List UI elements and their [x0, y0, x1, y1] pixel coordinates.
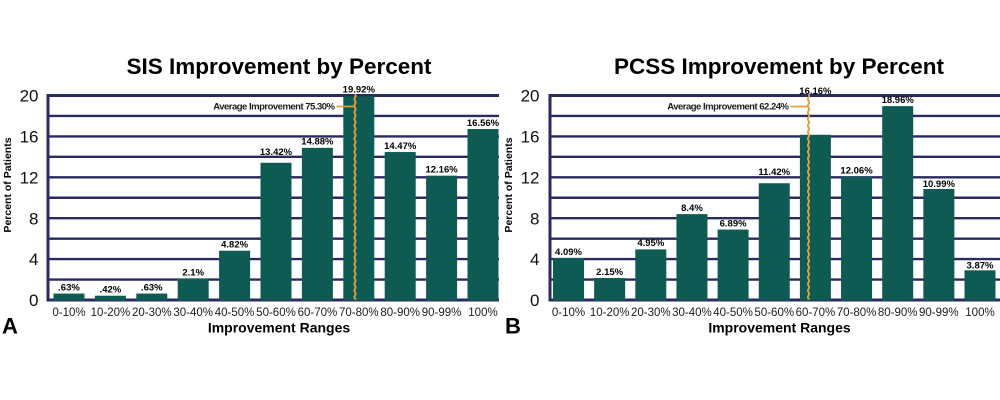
svg-text:PCSS Improvement by Percent: PCSS Improvement by Percent — [614, 54, 945, 79]
svg-text:8.4%: 8.4% — [681, 203, 703, 214]
svg-text:19.92%: 19.92% — [343, 85, 376, 96]
svg-text:40-50%: 40-50% — [713, 307, 753, 319]
svg-text:100%: 100% — [468, 307, 497, 319]
svg-text:12.16%: 12.16% — [425, 164, 458, 175]
svg-text:8: 8 — [530, 209, 539, 228]
svg-text:30-40%: 30-40% — [672, 307, 712, 319]
svg-text:4: 4 — [530, 250, 539, 269]
svg-text:0-10%: 0-10% — [552, 307, 585, 319]
svg-text:.42%: .42% — [100, 285, 122, 296]
svg-text:20-30%: 20-30% — [132, 307, 172, 319]
svg-text:10-20%: 10-20% — [91, 307, 131, 319]
svg-text:10.99%: 10.99% — [923, 179, 956, 190]
svg-text:Average Improvement 75.30%: Average Improvement 75.30% — [213, 102, 335, 113]
svg-text:60-70%: 60-70% — [796, 307, 836, 319]
svg-text:8: 8 — [29, 209, 38, 228]
svg-text:11.42%: 11.42% — [758, 167, 790, 178]
svg-text:20-30%: 20-30% — [631, 307, 671, 319]
svg-text:Improvement Ranges: Improvement Ranges — [208, 320, 351, 336]
svg-text:0: 0 — [530, 291, 539, 310]
svg-text:0-10%: 0-10% — [52, 307, 85, 319]
svg-text:20: 20 — [20, 87, 39, 106]
svg-text:4: 4 — [29, 250, 38, 269]
svg-text:70-80%: 70-80% — [339, 307, 379, 319]
svg-text:.63%: .63% — [58, 282, 80, 293]
svg-text:SIS Improvement by Percent: SIS Improvement by Percent — [126, 54, 432, 79]
svg-text:40-50%: 40-50% — [215, 307, 255, 319]
svg-text:Percent of Patients: Percent of Patients — [2, 137, 14, 232]
svg-text:2.1%: 2.1% — [182, 267, 204, 278]
svg-text:10-20%: 10-20% — [590, 307, 630, 319]
svg-text:16.16%: 16.16% — [799, 86, 832, 97]
svg-text:14.88%: 14.88% — [301, 137, 334, 148]
svg-text:14.47%: 14.47% — [384, 141, 417, 152]
svg-text:30-40%: 30-40% — [173, 307, 213, 319]
svg-text:100%: 100% — [965, 307, 994, 319]
svg-text:6.89%: 6.89% — [720, 218, 747, 229]
svg-text:B: B — [505, 314, 521, 339]
svg-text:Average Improvement 62.24%: Average Improvement 62.24% — [667, 102, 789, 113]
svg-text:18.96%: 18.96% — [882, 95, 915, 106]
svg-text:12: 12 — [521, 168, 540, 187]
svg-text:3.87%: 3.87% — [967, 261, 994, 272]
svg-text:70-80%: 70-80% — [837, 307, 877, 319]
svg-text:80-90%: 80-90% — [878, 307, 918, 319]
svg-text:90-99%: 90-99% — [422, 307, 462, 319]
svg-text:13.42%: 13.42% — [260, 147, 293, 158]
svg-text:90-99%: 90-99% — [919, 307, 959, 319]
svg-text:4.09%: 4.09% — [555, 247, 582, 258]
svg-text:50-60%: 50-60% — [256, 307, 296, 319]
svg-text:60-70%: 60-70% — [298, 307, 338, 319]
svg-text:12.06%: 12.06% — [840, 165, 873, 176]
svg-text:Improvement Ranges: Improvement Ranges — [708, 320, 851, 336]
svg-text:.63%: .63% — [141, 282, 163, 293]
svg-text:50-60%: 50-60% — [754, 307, 794, 319]
svg-text:20: 20 — [521, 87, 540, 106]
svg-text:4.95%: 4.95% — [637, 238, 664, 249]
svg-text:16: 16 — [521, 128, 540, 147]
svg-text:2.15%: 2.15% — [596, 267, 623, 278]
svg-text:16.56%: 16.56% — [467, 118, 500, 129]
svg-text:Percent of Patients: Percent of Patients — [503, 137, 515, 232]
svg-text:0: 0 — [29, 291, 38, 310]
svg-text:12: 12 — [20, 168, 39, 187]
svg-text:4.82%: 4.82% — [221, 240, 248, 251]
svg-text:A: A — [2, 314, 18, 339]
svg-text:80-90%: 80-90% — [380, 307, 420, 319]
svg-text:16: 16 — [20, 128, 39, 147]
